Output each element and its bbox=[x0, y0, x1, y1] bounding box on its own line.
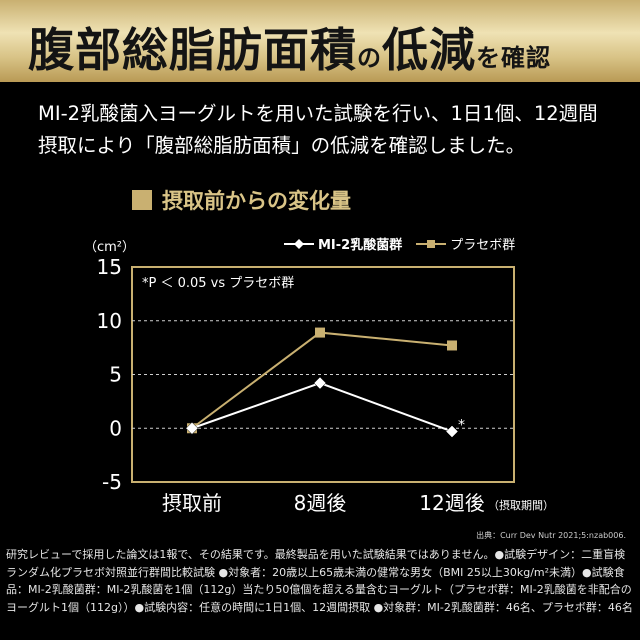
source-citation: 出典：Curr Dev Nutr 2021;5:nzab006. bbox=[476, 531, 626, 540]
y-tick-label-4: -5 bbox=[102, 470, 122, 494]
title-main: 腹部総脂肪面積 bbox=[28, 23, 357, 77]
y-tick-label-1: 10 bbox=[97, 309, 122, 333]
title-emphasis: 低減 bbox=[382, 23, 476, 77]
x-tick-label-2: 12週後 bbox=[419, 491, 484, 515]
header-banner: 腹部総脂肪面積の低減を確認 bbox=[0, 0, 640, 82]
title-suffix: を確認 bbox=[476, 44, 551, 72]
y-axis-unit: （cm²） bbox=[84, 240, 136, 255]
intro-line-2: 摂取により「腹部総脂肪面積」の低減を確認しました。 bbox=[38, 134, 526, 157]
x-axis-suffix: （摂取期間） bbox=[488, 498, 554, 512]
series-0-point-1 bbox=[313, 376, 327, 390]
y-tick-label-0: 15 bbox=[97, 255, 122, 279]
significance-star: * bbox=[458, 417, 465, 433]
x-tick-label-1: 8週後 bbox=[294, 491, 347, 515]
legend-item-placebo: プラセボ群 bbox=[416, 234, 515, 253]
section-heading: 摂取前からの変化量 bbox=[132, 185, 351, 215]
x-tick-label-0: 摂取前 bbox=[162, 491, 222, 515]
series-0-point-0 bbox=[185, 421, 199, 435]
header-title: 腹部総脂肪面積の低減を確認 bbox=[28, 14, 551, 80]
legend-marker-mi2 bbox=[284, 238, 314, 249]
series-line-0 bbox=[191, 382, 453, 433]
significance-note: *P ＜ 0.05 vs プラセボ群 bbox=[142, 276, 294, 291]
chart-legend: MI-2乳酸菌群 プラセボ群 bbox=[284, 234, 529, 253]
series-0-point-2 bbox=[445, 425, 459, 438]
intro-line-1: MI-2乳酸菌入ヨーグルトを用いた試験を行い、1日1個、12週間 bbox=[38, 102, 598, 125]
footnote-text: 研究レビューで採用した論文は1報で、その結果です。最終製品を用いた試験結果ではあ… bbox=[6, 548, 633, 614]
legend-marker-placebo bbox=[416, 239, 447, 248]
section-heading-text: 摂取前からの変化量 bbox=[162, 189, 351, 213]
y-tick-label-3: 0 bbox=[109, 416, 122, 440]
legend-label-mi2: MI-2乳酸菌群 bbox=[318, 238, 403, 253]
legend-label-placebo: プラセボ群 bbox=[450, 238, 516, 253]
y-tick-label-2: 5 bbox=[109, 363, 122, 387]
title-particle: の bbox=[357, 44, 382, 72]
series-1-point-1 bbox=[315, 327, 325, 338]
intro-text: MI-2乳酸菌入ヨーグルトを用いた試験を行い、1日1個、12週間 摂取により「腹… bbox=[38, 98, 618, 162]
square-bullet-icon bbox=[132, 190, 152, 210]
series-1-point-2 bbox=[447, 340, 457, 351]
legend-item-mi2: MI-2乳酸菌群 bbox=[284, 234, 402, 253]
